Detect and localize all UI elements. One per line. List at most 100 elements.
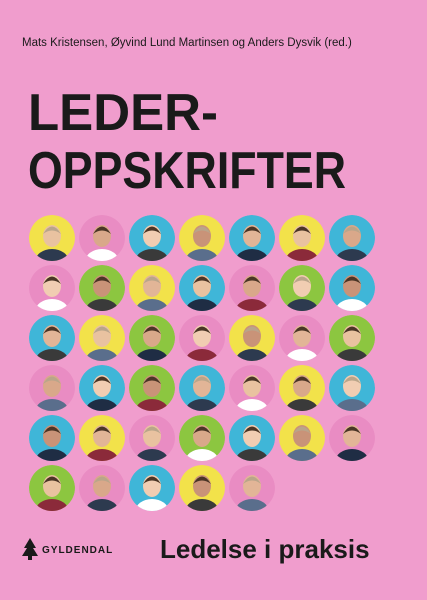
shoulders	[335, 449, 369, 461]
shoulders	[85, 399, 119, 411]
portrait	[129, 315, 175, 361]
hair	[143, 226, 161, 234]
authors: Mats Kristensen, Øyvind Lund Martinsen o…	[22, 37, 352, 49]
hair	[43, 226, 61, 234]
hair	[243, 426, 261, 434]
hair	[343, 326, 361, 334]
hair	[193, 276, 211, 284]
portrait	[279, 265, 325, 311]
shoulders	[285, 399, 319, 411]
shoulders	[185, 499, 219, 511]
hair	[43, 276, 61, 284]
portrait	[179, 315, 225, 361]
shoulders	[335, 349, 369, 361]
portrait	[29, 365, 75, 411]
portrait	[329, 265, 375, 311]
shoulders	[285, 249, 319, 261]
shoulders	[185, 349, 219, 361]
portrait	[229, 365, 275, 411]
portrait	[79, 415, 125, 461]
hair	[343, 376, 361, 384]
shoulders	[285, 449, 319, 461]
shoulders	[335, 299, 369, 311]
portrait	[29, 465, 75, 511]
shoulders	[85, 349, 119, 361]
shoulders	[135, 299, 169, 311]
shoulders	[235, 299, 269, 311]
shoulders	[35, 449, 69, 461]
portrait	[329, 365, 375, 411]
hair	[43, 426, 61, 434]
portrait	[329, 215, 375, 261]
hair	[243, 476, 261, 484]
portrait	[179, 465, 225, 511]
portrait	[229, 465, 275, 511]
hair	[193, 376, 211, 384]
portrait-grid	[29, 215, 375, 511]
portrait	[29, 215, 75, 261]
title: OPPSKRIFTER	[28, 142, 346, 200]
shoulders	[135, 449, 169, 461]
portrait	[329, 315, 375, 361]
shoulders	[135, 349, 169, 361]
publisher-logo	[22, 538, 38, 560]
hair	[93, 376, 111, 384]
hair	[293, 276, 311, 284]
shoulders	[35, 299, 69, 311]
portrait	[179, 365, 225, 411]
hair	[193, 476, 211, 484]
hair	[293, 426, 311, 434]
portrait	[129, 465, 175, 511]
shoulders	[285, 349, 319, 361]
shoulders	[85, 249, 119, 261]
portrait	[29, 315, 75, 361]
hair	[193, 226, 211, 234]
hair	[243, 276, 261, 284]
publisher: GYLDENDAL	[42, 545, 113, 556]
hair	[93, 326, 111, 334]
hair	[143, 326, 161, 334]
hair	[293, 326, 311, 334]
shoulders	[35, 499, 69, 511]
hair	[293, 226, 311, 234]
hair	[93, 426, 111, 434]
portrait	[129, 265, 175, 311]
hair	[93, 226, 111, 234]
hair	[143, 276, 161, 284]
hair	[243, 326, 261, 334]
hair	[93, 476, 111, 484]
hair	[43, 326, 61, 334]
portrait	[229, 415, 275, 461]
portrait	[279, 215, 325, 261]
shoulders	[35, 399, 69, 411]
portrait	[279, 365, 325, 411]
hair	[343, 226, 361, 234]
portrait	[79, 365, 125, 411]
portrait	[229, 215, 275, 261]
shoulders	[85, 449, 119, 461]
shoulders	[135, 249, 169, 261]
shoulders	[185, 299, 219, 311]
shoulders	[85, 499, 119, 511]
shoulders	[335, 399, 369, 411]
shoulders	[35, 349, 69, 361]
hair	[193, 326, 211, 334]
portrait	[179, 215, 225, 261]
portrait	[279, 315, 325, 361]
shoulders	[185, 399, 219, 411]
portrait	[129, 365, 175, 411]
hair	[143, 426, 161, 434]
shoulders	[135, 499, 169, 511]
portrait	[129, 415, 175, 461]
hair	[243, 226, 261, 234]
portrait	[79, 215, 125, 261]
subtitle: Ledelse i praksis	[160, 534, 370, 564]
hair	[43, 376, 61, 384]
shoulders	[335, 249, 369, 261]
hair	[93, 276, 111, 284]
portrait	[129, 215, 175, 261]
title: LEDER-	[28, 84, 218, 142]
shoulders	[185, 449, 219, 461]
